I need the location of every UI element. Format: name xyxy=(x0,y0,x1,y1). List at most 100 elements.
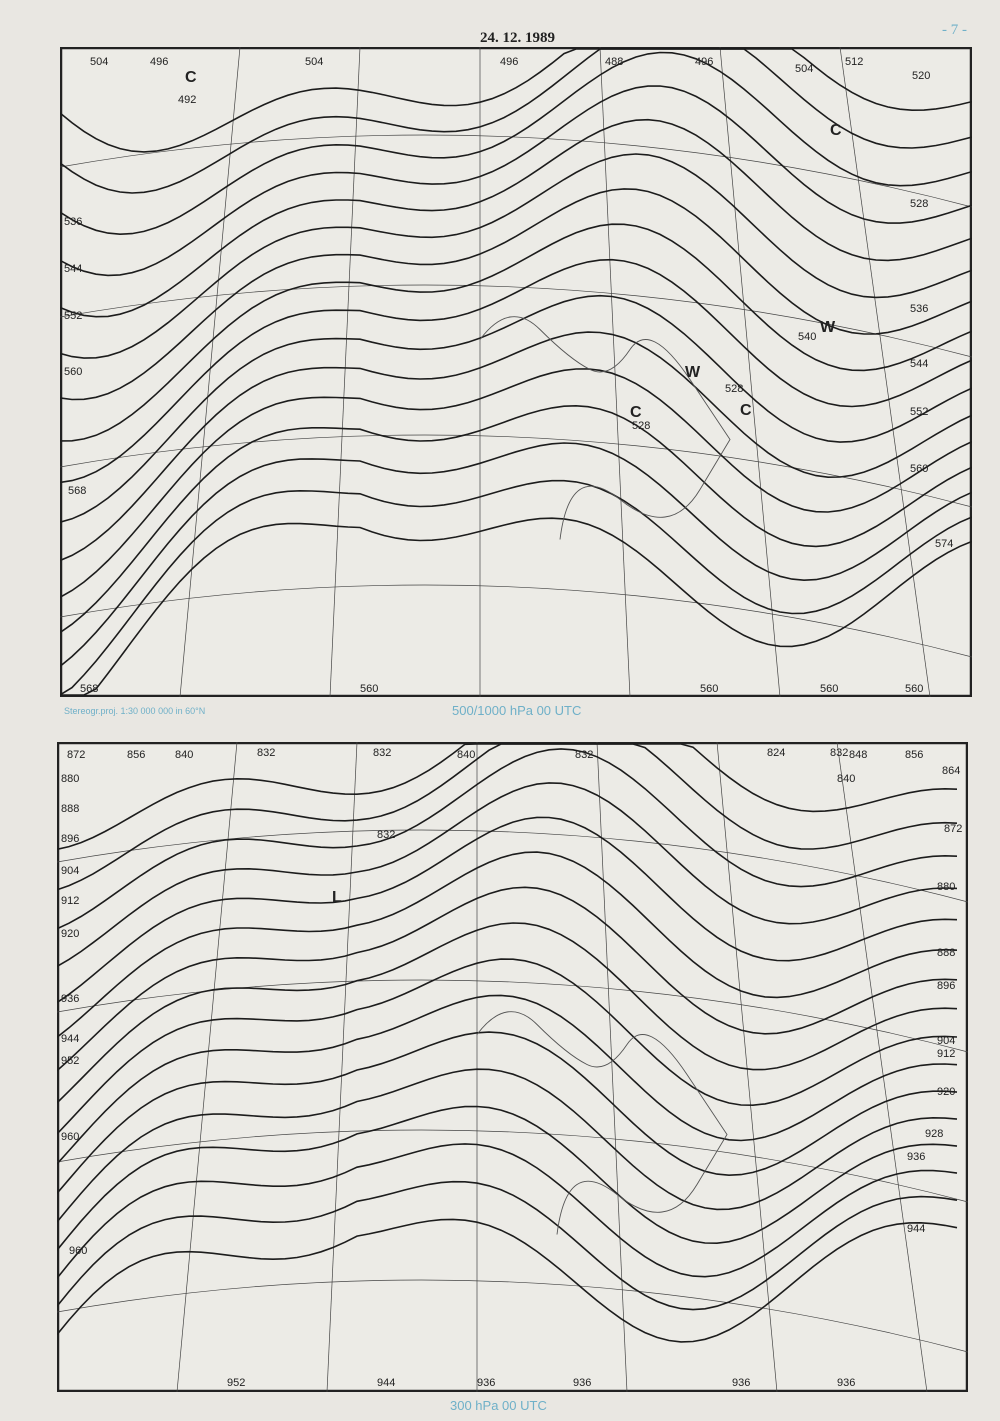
contour-label: 944 xyxy=(907,1223,925,1235)
contour-label: 920 xyxy=(61,928,79,940)
isoline xyxy=(57,816,958,1004)
coastline xyxy=(476,1011,728,1235)
meridian-line xyxy=(836,742,928,1392)
contour-label: 912 xyxy=(61,895,79,907)
contour-label: 528 xyxy=(910,198,928,210)
isoline xyxy=(57,1105,958,1251)
isoline xyxy=(60,331,972,562)
meridian-line xyxy=(179,47,241,697)
contour-label: 560 xyxy=(64,366,82,378)
parallel-line xyxy=(60,584,972,658)
contour-label: 832 xyxy=(575,749,593,761)
map-date: 24. 12. 1989 xyxy=(480,30,555,46)
projection-note: Stereogr.proj. 1:30 000 000 in 60°N xyxy=(64,706,206,716)
meridian-line xyxy=(839,47,931,697)
meridian-line xyxy=(329,47,361,697)
contour-label: 520 xyxy=(912,70,930,82)
contour-label: 504 xyxy=(795,63,813,75)
contour-label: 840 xyxy=(837,773,855,785)
isoline xyxy=(57,994,958,1165)
contour-label: 936 xyxy=(61,993,79,1005)
isoline xyxy=(57,743,958,891)
isoline xyxy=(60,188,972,401)
isoline xyxy=(57,1068,958,1223)
contour-label: 864 xyxy=(942,765,960,777)
isoline xyxy=(60,153,972,359)
contour-label: 496 xyxy=(150,56,168,68)
isoline xyxy=(60,51,972,236)
map-frame xyxy=(60,47,972,697)
contour-label: 960 xyxy=(61,1131,79,1143)
contour-label: 912 xyxy=(937,1048,955,1060)
isoline xyxy=(57,922,958,1104)
parallel-line xyxy=(57,829,968,903)
isoline xyxy=(57,958,958,1135)
pressure-center-label: C xyxy=(185,69,197,86)
isoline xyxy=(57,1031,958,1194)
isoline xyxy=(60,223,972,442)
meridian-line xyxy=(719,47,781,697)
meridian-line xyxy=(716,742,778,1392)
contour-label: 568 xyxy=(80,683,98,695)
isoline xyxy=(57,782,958,968)
isoline xyxy=(57,1143,958,1279)
map-300-hpa: 872 856 840 832 832 840 832 824 832 848 856 864 872 8… xyxy=(57,742,968,1392)
pressure-center-label: L xyxy=(332,889,342,906)
parallel-line xyxy=(57,1279,968,1353)
isoline xyxy=(57,886,958,1072)
pressure-center-label: C xyxy=(830,122,842,139)
isoline xyxy=(60,118,972,318)
contour-label: 568 xyxy=(68,485,86,497)
contour-label: 952 xyxy=(227,1377,245,1389)
contour-label: 560 xyxy=(910,463,928,475)
isoline xyxy=(57,748,958,930)
isoline xyxy=(60,48,972,153)
contour-label: 944 xyxy=(61,1033,79,1045)
map-500-1000-hpa: 504 496 504 496 488 496 504 512 520 528 536 544 552 5… xyxy=(60,47,972,697)
contour-label: 504 xyxy=(305,56,323,68)
pressure-center-label: W xyxy=(685,364,701,381)
contour-label: 492 xyxy=(178,94,196,106)
map-300-canvas: 872 856 840 832 832 840 832 824 832 848 8568648728… xyxy=(57,742,968,1392)
contour-label: 528 xyxy=(725,383,743,395)
contour-label: 560 xyxy=(360,683,378,695)
contour-label: 536 xyxy=(910,303,928,315)
contour-label: 848 xyxy=(849,749,867,761)
meridian-line xyxy=(596,742,628,1392)
contour-label: 872 xyxy=(67,749,85,761)
contour-label: 920 xyxy=(937,1086,955,1098)
pressure-center-label: C xyxy=(630,404,642,421)
contour-label: 574 xyxy=(935,538,953,550)
contour-label: 840 xyxy=(457,749,475,761)
contour-label: 896 xyxy=(937,980,955,992)
contour-label: 880 xyxy=(937,881,955,893)
meridian-line xyxy=(176,742,238,1392)
contour-label: 504 xyxy=(90,56,108,68)
meridian-line xyxy=(599,47,631,697)
contour-label: 944 xyxy=(377,1377,395,1389)
contour-label: 824 xyxy=(767,747,785,759)
contour-label: 528 xyxy=(632,420,650,432)
contour-label: 952 xyxy=(61,1055,79,1067)
map-500-caption: 500/1000 hPa 00 UTC xyxy=(452,703,582,718)
pressure-center-label: C xyxy=(740,402,752,419)
isoline xyxy=(60,517,972,696)
map-300-caption: 300 hPa 00 UTC xyxy=(450,1398,547,1413)
parallel-line xyxy=(57,1129,968,1203)
parallel-line xyxy=(57,979,968,1053)
pressure-center-label: W xyxy=(820,319,836,336)
isoline xyxy=(57,1218,958,1343)
contour-label: 840 xyxy=(175,749,193,761)
contour-label: 888 xyxy=(61,803,79,815)
contour-label: 540 xyxy=(798,331,816,343)
contour-label: 488 xyxy=(605,56,623,68)
isoline xyxy=(60,479,972,696)
contour-label: 544 xyxy=(64,263,82,275)
isoline xyxy=(57,851,958,1038)
contour-label: 888 xyxy=(937,947,955,959)
contour-label: 536 xyxy=(64,216,82,228)
contour-label: 856 xyxy=(127,749,145,761)
contour-label: 552 xyxy=(64,310,82,322)
contour-label: 960 xyxy=(69,1245,87,1257)
